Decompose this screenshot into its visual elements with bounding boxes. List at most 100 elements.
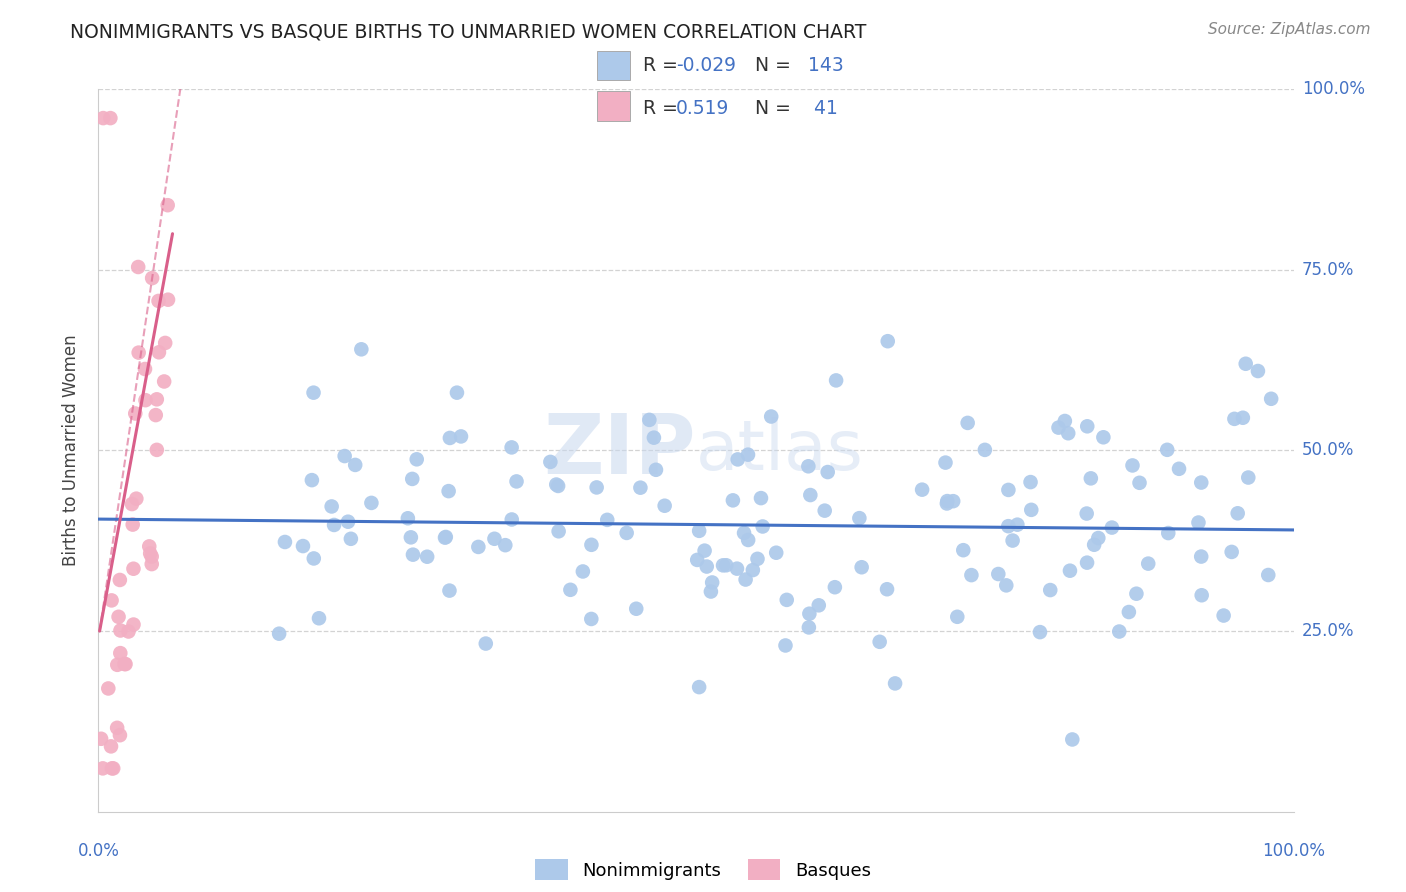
- Point: [302, 385, 325, 400]
- Point: [122, 562, 145, 576]
- Point: [942, 494, 965, 508]
- Point: [741, 563, 763, 577]
- Point: [749, 491, 772, 505]
- Point: [399, 530, 422, 544]
- Point: [761, 409, 783, 424]
- Point: [995, 578, 1018, 592]
- Point: [721, 493, 744, 508]
- Point: [737, 533, 759, 547]
- Point: [1062, 732, 1084, 747]
- Point: [467, 540, 489, 554]
- Point: [127, 260, 149, 274]
- Point: [148, 345, 170, 359]
- Point: [1223, 412, 1246, 426]
- Point: [1080, 471, 1102, 485]
- Point: [711, 558, 734, 573]
- Bar: [596, 51, 630, 80]
- Point: [1125, 587, 1147, 601]
- Point: [581, 612, 603, 626]
- Point: [405, 452, 427, 467]
- Point: [1076, 556, 1098, 570]
- Point: [494, 538, 516, 552]
- Point: [643, 431, 665, 445]
- Point: [141, 549, 163, 564]
- Point: [848, 511, 870, 525]
- Point: [105, 721, 128, 735]
- Point: [1234, 357, 1257, 371]
- Point: [308, 611, 330, 625]
- Point: [1076, 507, 1098, 521]
- Point: [121, 517, 143, 532]
- Y-axis label: Births to Unmarried Women: Births to Unmarried Women: [62, 334, 80, 566]
- Point: [401, 472, 423, 486]
- Point: [269, 626, 291, 640]
- Point: [128, 345, 150, 359]
- Point: [1128, 475, 1150, 490]
- Point: [122, 617, 145, 632]
- Point: [1047, 420, 1070, 434]
- Point: [340, 532, 363, 546]
- Point: [700, 584, 723, 599]
- Point: [1059, 564, 1081, 578]
- Point: [1257, 568, 1279, 582]
- Point: [117, 624, 139, 639]
- Point: [884, 676, 907, 690]
- Point: [98, 111, 122, 125]
- Point: [1076, 419, 1098, 434]
- Point: [146, 442, 169, 457]
- Point: [396, 511, 419, 525]
- Point: [501, 512, 523, 526]
- Point: [1029, 625, 1052, 640]
- Text: 0.0%: 0.0%: [77, 842, 120, 860]
- Point: [110, 624, 132, 638]
- Text: -0.029: -0.029: [676, 56, 735, 75]
- Point: [737, 448, 759, 462]
- Text: 25.0%: 25.0%: [1302, 622, 1354, 640]
- Text: atlas: atlas: [696, 417, 863, 484]
- Legend: Nonimmigrants, Basques: Nonimmigrants, Basques: [527, 852, 879, 888]
- Text: R =: R =: [643, 99, 683, 118]
- Point: [134, 393, 156, 408]
- Point: [1247, 364, 1270, 378]
- Point: [734, 573, 756, 587]
- Text: 75.0%: 75.0%: [1302, 260, 1354, 279]
- Bar: [596, 91, 630, 120]
- Point: [876, 334, 898, 349]
- Point: [153, 375, 176, 389]
- Point: [934, 456, 956, 470]
- Point: [121, 497, 143, 511]
- Point: [973, 442, 995, 457]
- Point: [302, 551, 325, 566]
- Point: [956, 416, 979, 430]
- Point: [616, 525, 638, 540]
- Point: [952, 543, 974, 558]
- Point: [807, 599, 830, 613]
- Point: [935, 496, 957, 510]
- Point: [688, 524, 710, 538]
- Point: [628, 481, 651, 495]
- Point: [686, 553, 709, 567]
- Point: [108, 728, 131, 742]
- Point: [1007, 517, 1029, 532]
- Point: [439, 431, 461, 445]
- Point: [1087, 531, 1109, 545]
- Point: [825, 373, 848, 387]
- Point: [1157, 526, 1180, 541]
- Point: [1189, 475, 1212, 490]
- Point: [323, 518, 346, 533]
- Point: [869, 635, 891, 649]
- Point: [402, 548, 425, 562]
- Point: [505, 475, 527, 489]
- Point: [997, 483, 1019, 497]
- Text: NONIMMIGRANTS VS BASQUE BIRTHS TO UNMARRIED WOMEN CORRELATION CHART: NONIMMIGRANTS VS BASQUE BIRTHS TO UNMARR…: [70, 22, 866, 41]
- Point: [654, 499, 676, 513]
- Point: [716, 558, 738, 573]
- Point: [946, 609, 969, 624]
- Text: 0.519: 0.519: [676, 99, 730, 118]
- Point: [156, 198, 179, 212]
- Point: [97, 681, 120, 696]
- Point: [125, 491, 148, 506]
- Point: [107, 609, 129, 624]
- Point: [484, 532, 506, 546]
- Point: [776, 592, 799, 607]
